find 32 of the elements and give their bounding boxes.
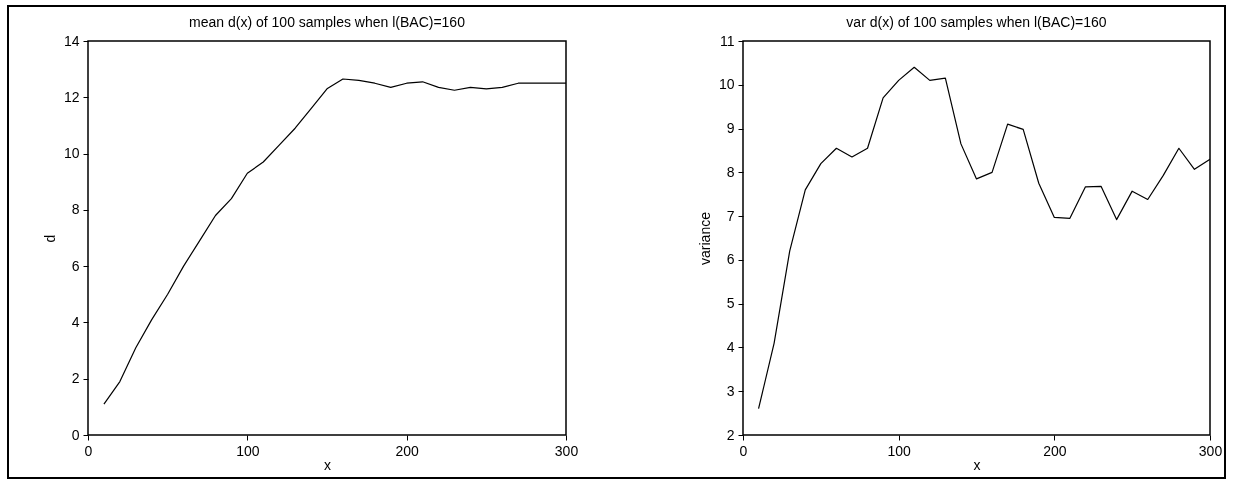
y-tick-label: 10 xyxy=(63,145,80,162)
x-tick-label: 100 xyxy=(887,442,912,459)
y-tick-label: 9 xyxy=(726,120,735,137)
y-tick-label: 6 xyxy=(71,257,80,274)
y-tick-label: 7 xyxy=(726,207,735,224)
y-tick-label: 2 xyxy=(726,426,735,443)
x-axis-title: x xyxy=(324,456,331,473)
chart-title: var d(x) of 100 samples when l(BAC)=160 xyxy=(846,14,1107,30)
y-tick-label: 6 xyxy=(726,251,735,268)
chart-title: mean d(x) of 100 samples when l(BAC)=160 xyxy=(189,14,466,30)
y-tick-label: 8 xyxy=(726,163,735,180)
y-tick-label: 4 xyxy=(71,313,80,330)
x-tick-label: 0 xyxy=(84,442,93,459)
y-tick-label: 8 xyxy=(71,201,80,218)
y-tick-label: 2 xyxy=(71,370,80,387)
y-tick-label: 3 xyxy=(726,382,735,399)
y-axis-title: d xyxy=(41,234,58,243)
y-axis-title: variance xyxy=(696,211,713,265)
y-tick-label: 5 xyxy=(726,295,735,312)
x-tick-label: 100 xyxy=(236,442,260,459)
y-tick-label: 11 xyxy=(719,32,735,49)
x-tick-label: 200 xyxy=(395,442,420,459)
y-tick-label: 10 xyxy=(718,76,735,93)
x-tick-label: 0 xyxy=(739,442,748,459)
y-tick-label: 12 xyxy=(63,88,80,105)
x-tick-label: 300 xyxy=(554,442,579,459)
y-tick-label: 0 xyxy=(71,426,80,443)
x-axis-title: x xyxy=(973,456,981,473)
x-tick-label: 200 xyxy=(1043,442,1067,459)
x-tick-label: 300 xyxy=(1198,442,1223,459)
y-tick-label: 14 xyxy=(63,32,80,49)
y-tick-label: 4 xyxy=(726,338,735,355)
